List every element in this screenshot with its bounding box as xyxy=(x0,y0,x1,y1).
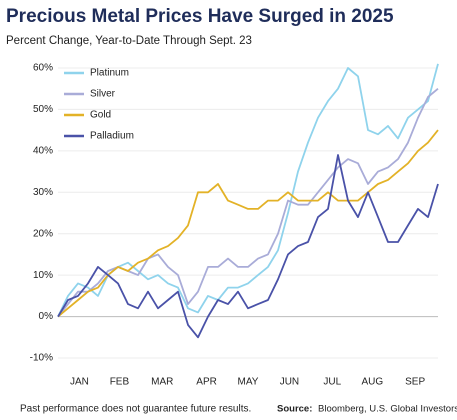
source: Bloomberg, U.S. Global Investors xyxy=(318,404,457,415)
legend-label: Palladium xyxy=(90,131,134,142)
y-tick-label: 20% xyxy=(33,228,53,239)
x-tick-label: SEP xyxy=(405,377,425,388)
x-tick-label: JUN xyxy=(280,377,299,388)
y-tick-label: 10% xyxy=(33,270,53,281)
x-tick-label: JAN xyxy=(70,377,89,388)
x-tick-label: JUL xyxy=(323,377,341,388)
chart-title: Precious Metal Prices Have Surged in 202… xyxy=(6,6,394,27)
y-tick-label: -10% xyxy=(30,353,53,364)
series-line xyxy=(57,63,439,317)
x-tick-label: MAY xyxy=(238,377,259,388)
y-tick-label: 50% xyxy=(33,104,53,115)
series-line xyxy=(57,154,439,339)
legend-label: Gold xyxy=(90,110,111,121)
legend-label: Platinum xyxy=(90,68,129,79)
footnote: Past performance does not guarantee futu… xyxy=(20,404,251,415)
x-tick-label: AUG xyxy=(361,377,383,388)
source-label: Source: xyxy=(277,404,312,415)
x-tick-label: MAR xyxy=(151,377,173,388)
chart-subtitle: Percent Change, Year-to-Date Through Sep… xyxy=(6,35,252,47)
x-tick-label: APR xyxy=(196,377,217,388)
y-tick-label: 0% xyxy=(39,311,54,322)
y-tick-label: 30% xyxy=(33,187,53,198)
y-tick-label: 40% xyxy=(33,145,53,156)
y-tick-label: 60% xyxy=(33,63,53,74)
x-tick-label: FEB xyxy=(110,377,130,388)
series-line xyxy=(57,129,439,318)
legend-label: Silver xyxy=(90,89,116,100)
